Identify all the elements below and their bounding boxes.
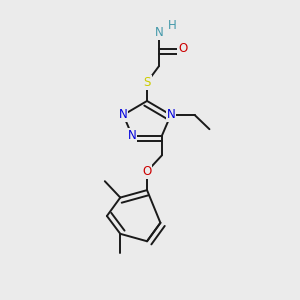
Text: N: N (119, 108, 128, 122)
Text: N: N (167, 108, 175, 122)
Text: O: O (178, 42, 187, 56)
Text: N: N (128, 129, 136, 142)
Text: H: H (168, 19, 177, 32)
Text: O: O (142, 165, 152, 178)
Text: S: S (143, 76, 151, 89)
Text: N: N (154, 26, 163, 39)
